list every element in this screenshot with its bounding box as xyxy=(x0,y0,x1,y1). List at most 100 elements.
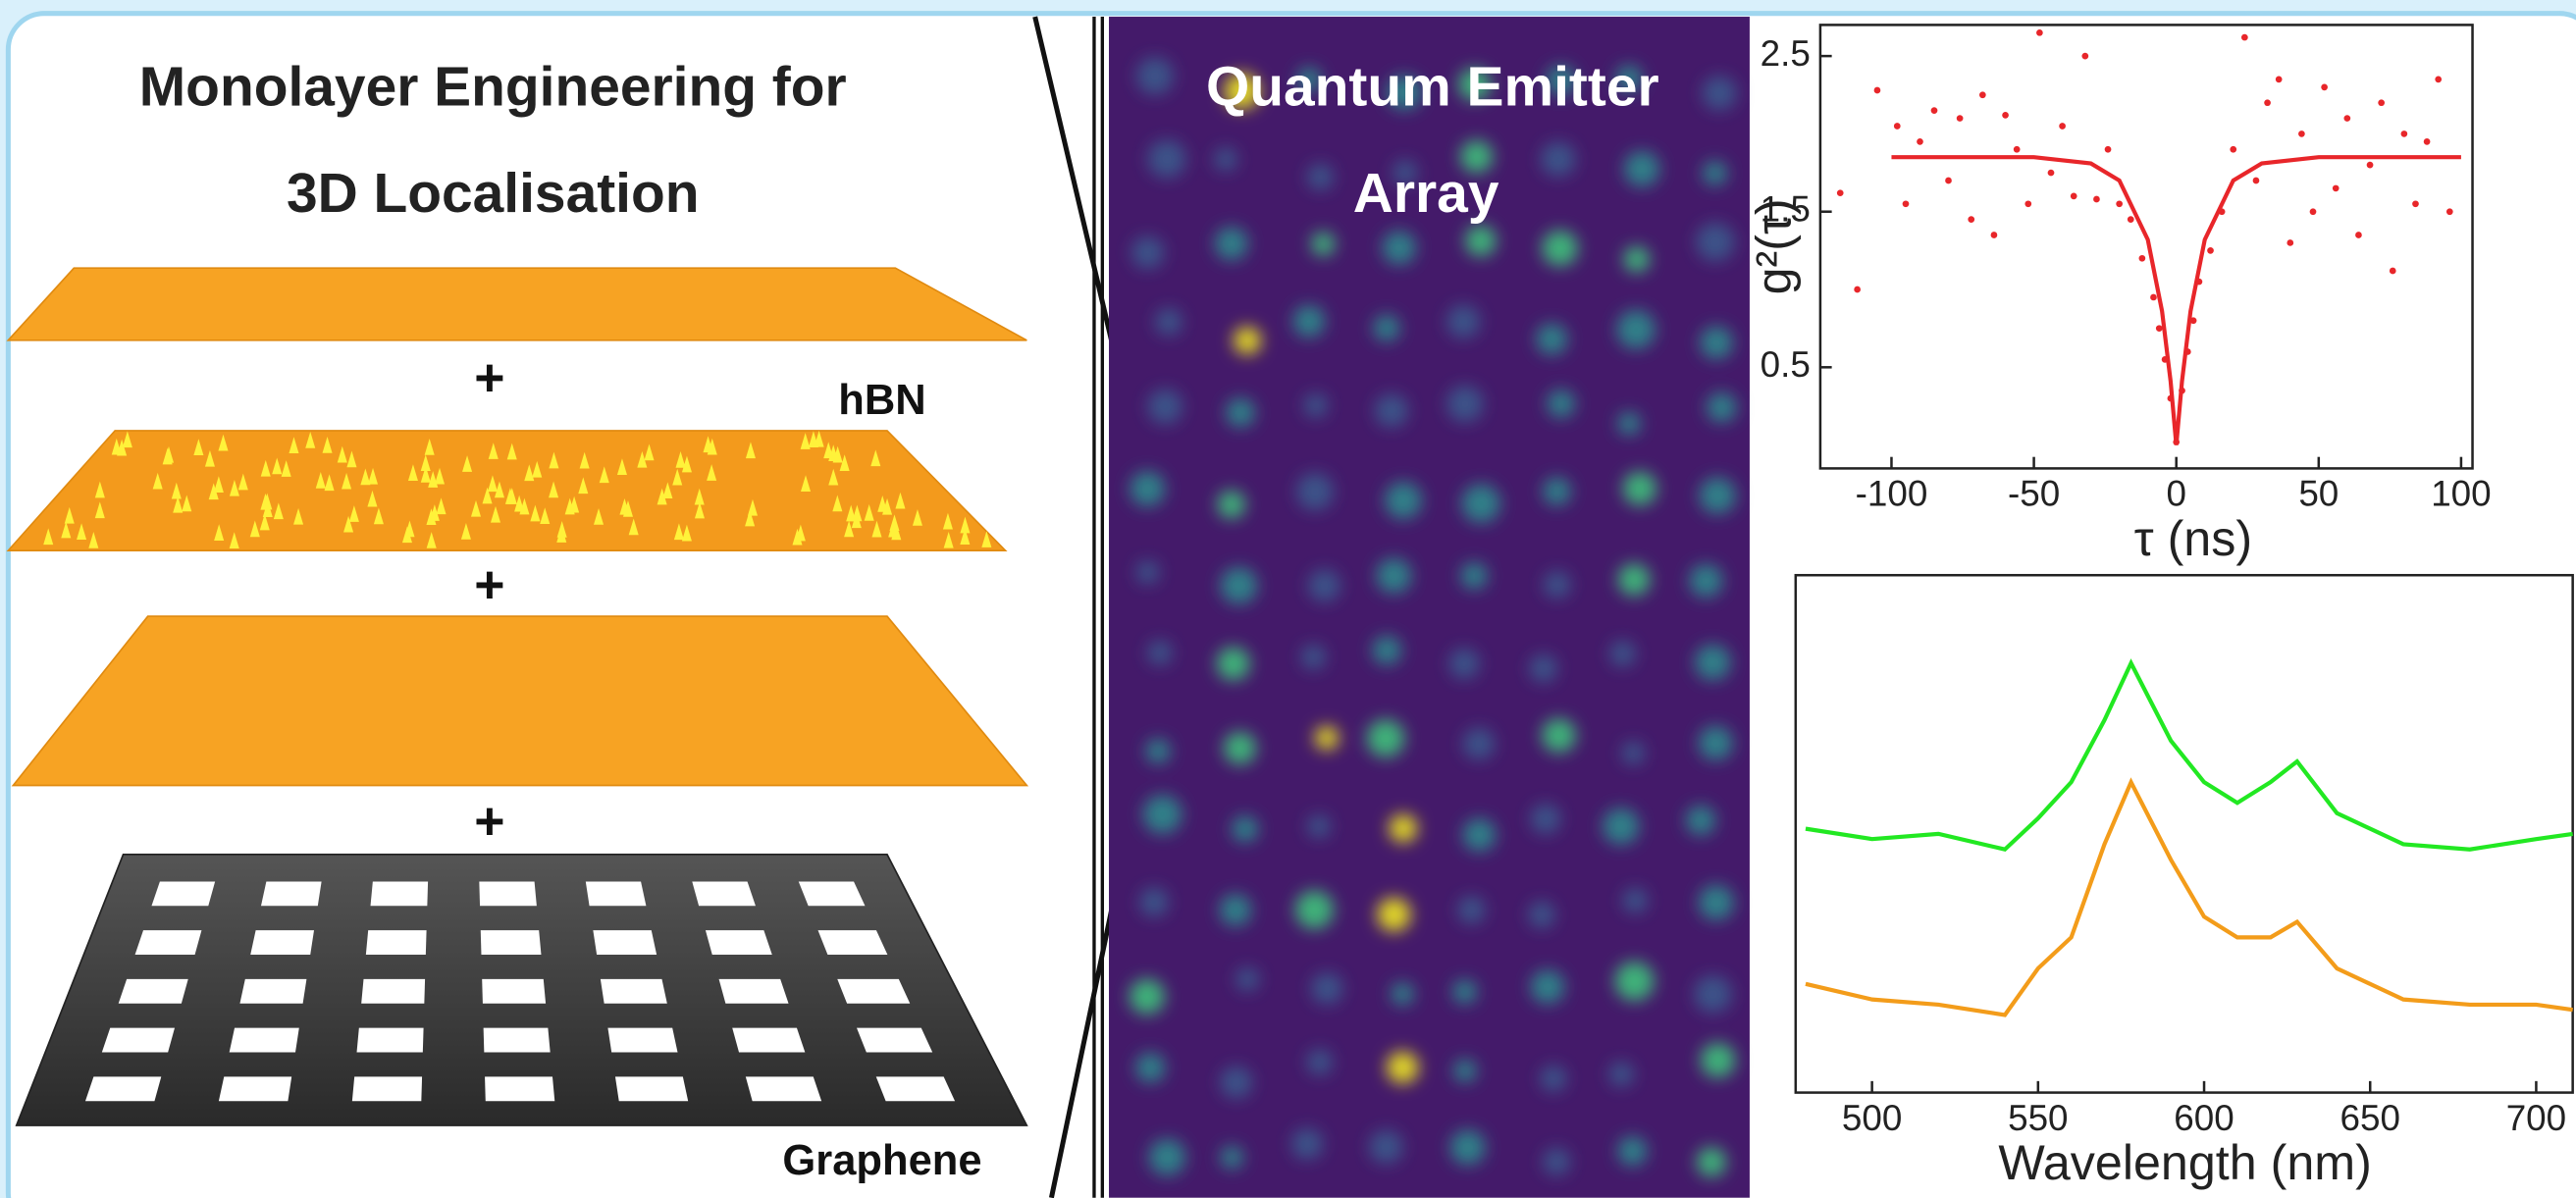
data-point xyxy=(2207,247,2214,254)
emitter-spot xyxy=(1531,970,1565,1005)
emitter-spot xyxy=(1462,818,1496,852)
data-point xyxy=(2412,200,2419,207)
data-point xyxy=(2310,208,2317,215)
emitter-spot xyxy=(1136,57,1174,94)
graphene-hole xyxy=(479,881,537,906)
x-tick-label: 500 xyxy=(1842,1098,1902,1138)
data-point xyxy=(2105,146,2112,153)
data-point xyxy=(2128,216,2134,223)
data-point xyxy=(1854,286,1861,293)
data-point xyxy=(2276,77,2283,83)
emitter-spot xyxy=(1542,718,1576,753)
emitter-spot xyxy=(1446,386,1483,422)
graphene-hole xyxy=(482,979,546,1004)
graphene-hole xyxy=(484,1028,551,1053)
middle-title: Quantum Emitter xyxy=(1206,55,1659,118)
emitter-spot xyxy=(1292,305,1325,338)
emitter-spot xyxy=(1541,142,1575,177)
emitter-spot xyxy=(1217,647,1250,680)
emitter-spot xyxy=(1375,393,1408,427)
emitter-spot xyxy=(1377,898,1410,931)
data-point xyxy=(2059,123,2066,130)
left-title: Monolayer Engineering for xyxy=(139,55,847,118)
emitter-spot xyxy=(1148,390,1183,425)
emitter-spot xyxy=(1531,804,1561,834)
emitter-spot xyxy=(1623,246,1650,273)
emitter-spot xyxy=(1694,975,1731,1013)
emitter-spot xyxy=(1457,896,1485,923)
data-point xyxy=(2253,178,2260,184)
emitter-spot xyxy=(1699,726,1733,760)
graphene-hole xyxy=(135,930,202,955)
emitter-spot xyxy=(1373,315,1399,341)
emitter-spot xyxy=(1390,814,1418,843)
emitter-spot xyxy=(1449,649,1480,679)
graphene-hole xyxy=(485,1076,554,1101)
graphene-hole xyxy=(586,881,647,906)
emitter-spot xyxy=(1232,815,1258,842)
data-point xyxy=(2093,196,2100,203)
hbn-layer xyxy=(13,616,1026,785)
graphene-hole xyxy=(481,930,542,955)
hbn-emitter-layer xyxy=(8,431,1005,550)
graphene-hole xyxy=(857,1028,932,1053)
emitter-spot xyxy=(1699,477,1735,513)
graphene-hole xyxy=(837,979,910,1004)
data-point xyxy=(2156,325,2163,332)
x-tick-label: -50 xyxy=(2008,474,2060,514)
data-point xyxy=(2139,255,2146,262)
emitter-spot xyxy=(1367,719,1404,756)
data-point xyxy=(2014,146,2021,153)
y-tick-label: 0.5 xyxy=(1761,344,1811,385)
data-point xyxy=(2048,170,2055,177)
data-point xyxy=(2150,294,2157,301)
emitter-spot xyxy=(1307,814,1331,838)
emitter-spot xyxy=(1543,477,1571,505)
emitter-spot xyxy=(1143,795,1183,834)
data-point xyxy=(1837,189,1844,196)
emitter-spot xyxy=(1696,223,1734,261)
data-point xyxy=(2116,200,2123,207)
emitter-spot xyxy=(1307,164,1334,190)
data-point xyxy=(2241,34,2248,41)
graphene-hole xyxy=(746,1076,821,1101)
graphene-hole xyxy=(85,1076,161,1101)
data-point xyxy=(2036,29,2043,36)
emitter-spot xyxy=(1214,148,1237,172)
graphene-hole xyxy=(361,979,425,1004)
emitter-spot xyxy=(1149,1139,1186,1176)
emitter-spot xyxy=(1139,888,1169,917)
emitter-spot xyxy=(1542,231,1578,267)
hbn-layer xyxy=(8,268,1026,340)
emitter-spot xyxy=(1700,327,1733,360)
x-tick-label: 550 xyxy=(2008,1098,2068,1138)
emitter-spot xyxy=(1220,1067,1252,1099)
emitter-spot xyxy=(1295,891,1334,929)
emitter-spot xyxy=(1701,1043,1735,1077)
x-tick-label: -100 xyxy=(1856,474,1928,514)
emitter-spot xyxy=(1697,1147,1726,1176)
data-point xyxy=(1979,91,1986,98)
plus-sign: + xyxy=(474,349,504,407)
graphene-hole xyxy=(593,930,657,955)
emitter-spot xyxy=(1136,560,1160,584)
graphene-hole xyxy=(230,1028,299,1053)
emitter-spot xyxy=(1315,726,1339,750)
data-point xyxy=(2287,239,2293,246)
emitter-spot xyxy=(1689,564,1722,598)
data-point xyxy=(2343,115,2350,122)
emitter-spot xyxy=(1541,1066,1567,1092)
data-point xyxy=(1917,138,1923,145)
emitter-spot xyxy=(1369,1130,1402,1164)
data-point xyxy=(1945,178,1952,184)
graphene-hole xyxy=(692,881,756,906)
emitter-spot xyxy=(1543,1148,1570,1175)
x-tick-label: 50 xyxy=(2298,474,2339,514)
charts: -100-500501000.51.52.5τ (ns)g²(τ)5005506… xyxy=(1747,25,2573,1190)
y-tick-label: 2.5 xyxy=(1761,33,1811,74)
emitter-spot xyxy=(1453,1059,1477,1082)
data-point xyxy=(2424,138,2431,145)
graphene-hole xyxy=(102,1028,175,1053)
data-point xyxy=(2002,112,2009,119)
emitter-spot xyxy=(1450,1130,1486,1166)
